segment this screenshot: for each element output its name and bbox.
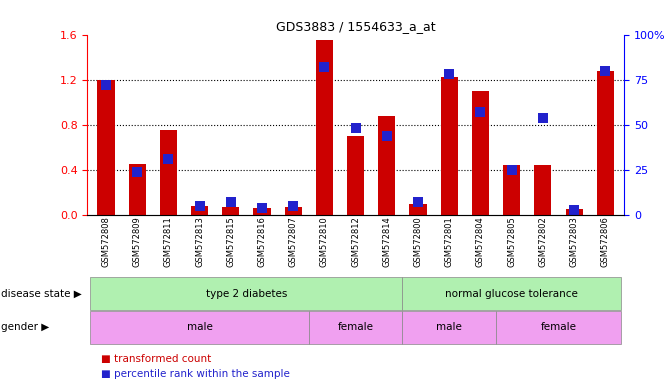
Bar <box>160 131 177 215</box>
Text: ■ transformed count: ■ transformed count <box>101 354 211 364</box>
Bar <box>254 208 270 215</box>
Bar <box>97 80 115 215</box>
Bar <box>534 166 552 215</box>
Bar <box>316 40 333 215</box>
Text: type 2 diabetes: type 2 diabetes <box>206 288 287 299</box>
Text: gender ▶: gender ▶ <box>1 322 49 333</box>
Bar <box>222 207 240 215</box>
Bar <box>378 116 395 215</box>
Text: female: female <box>540 322 576 333</box>
Bar <box>129 164 146 215</box>
Bar <box>597 71 614 215</box>
Title: GDS3883 / 1554633_a_at: GDS3883 / 1554633_a_at <box>276 20 435 33</box>
Text: ■ percentile rank within the sample: ■ percentile rank within the sample <box>101 369 289 379</box>
Bar <box>503 166 520 215</box>
Bar <box>285 207 302 215</box>
Text: male: male <box>436 322 462 333</box>
Text: male: male <box>187 322 213 333</box>
Bar <box>191 206 208 215</box>
Text: female: female <box>338 322 374 333</box>
Text: disease state ▶: disease state ▶ <box>1 288 81 299</box>
Text: normal glucose tolerance: normal glucose tolerance <box>446 288 578 299</box>
Bar <box>472 91 489 215</box>
Bar <box>409 204 427 215</box>
Bar <box>566 209 582 215</box>
Bar <box>441 78 458 215</box>
Bar <box>347 136 364 215</box>
